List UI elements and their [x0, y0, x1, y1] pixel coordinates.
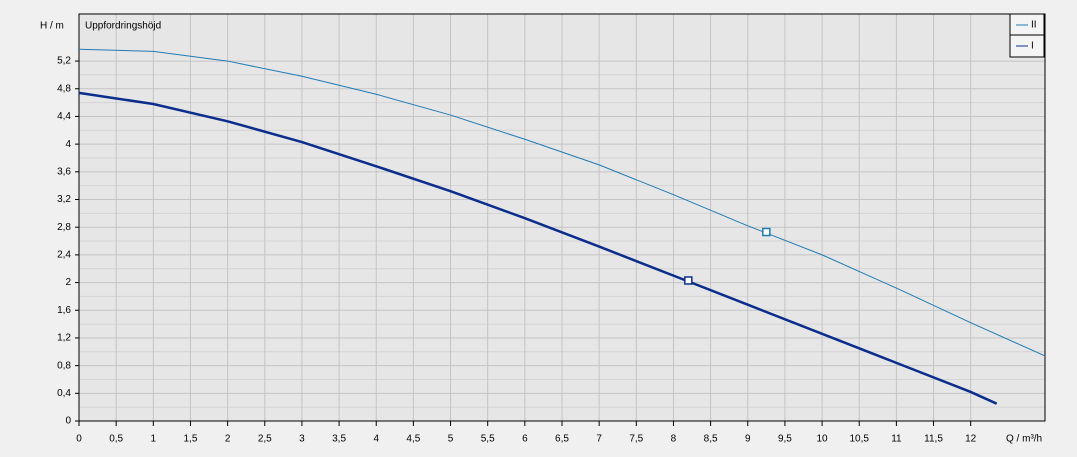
operating-point: [684, 276, 693, 285]
x-tick-label: 4: [373, 434, 379, 445]
x-tick-label: 0,5: [109, 434, 123, 445]
x-tick-label: 9: [745, 434, 751, 445]
x-tick-label: 2,5: [258, 434, 272, 445]
x-tick-label: 8,5: [704, 434, 718, 445]
x-tick-label: 4,5: [406, 434, 420, 445]
y-tick-label: 1,6: [57, 305, 71, 316]
x-tick-label: 12: [965, 434, 977, 445]
y-axis-title: Uppfordringshöjd: [85, 21, 161, 32]
legend-label: II: [1031, 20, 1037, 31]
x-tick-label: 5: [448, 434, 454, 445]
x-tick-label: 3: [299, 434, 305, 445]
y-tick-label: 1,2: [57, 333, 71, 344]
y-tick-label: 4,8: [57, 83, 71, 94]
y-tick-label: 0,4: [57, 388, 71, 399]
x-tick-label: 1: [151, 434, 157, 445]
x-axis-label: Q / m³/h: [1006, 434, 1042, 445]
x-tick-label: 11,5: [924, 434, 943, 445]
operating-point: [762, 227, 771, 237]
y-tick-label: 4: [65, 139, 71, 150]
x-tick-label: 10: [817, 434, 829, 445]
y-tick-label: 2,4: [57, 250, 71, 261]
x-tick-label: 8: [671, 434, 677, 445]
x-tick-label: 6: [522, 434, 528, 445]
curve: [78, 48, 1046, 357]
x-tick-label: 5,5: [481, 434, 495, 445]
y-tick-label: 0,8: [57, 360, 71, 371]
legend-label: I: [1031, 41, 1034, 52]
y-tick-label: 3,2: [57, 194, 71, 205]
x-tick-label: 10,5: [849, 434, 869, 445]
y-tick-label: 5,2: [57, 56, 71, 67]
x-tick-label: 6,5: [555, 434, 569, 445]
x-tick-label: 11: [891, 434, 902, 445]
x-tick-label: 7: [596, 434, 602, 445]
y-axis-label: H / m: [40, 21, 64, 32]
x-tick-label: 7,5: [629, 434, 643, 445]
x-tick-label: 9,5: [778, 434, 792, 445]
y-tick-label: 0: [65, 416, 71, 427]
x-tick-label: 0: [76, 434, 82, 445]
y-tick-label: 4,4: [57, 111, 71, 122]
x-tick-label: 1,5: [184, 434, 198, 445]
y-tick-label: 3,6: [57, 166, 71, 177]
x-tick-label: 3,5: [332, 434, 346, 445]
x-tick-label: 2: [225, 434, 231, 445]
y-tick-label: 2: [65, 277, 71, 288]
y-tick-label: 2,8: [57, 222, 71, 233]
curve: [78, 91, 998, 405]
